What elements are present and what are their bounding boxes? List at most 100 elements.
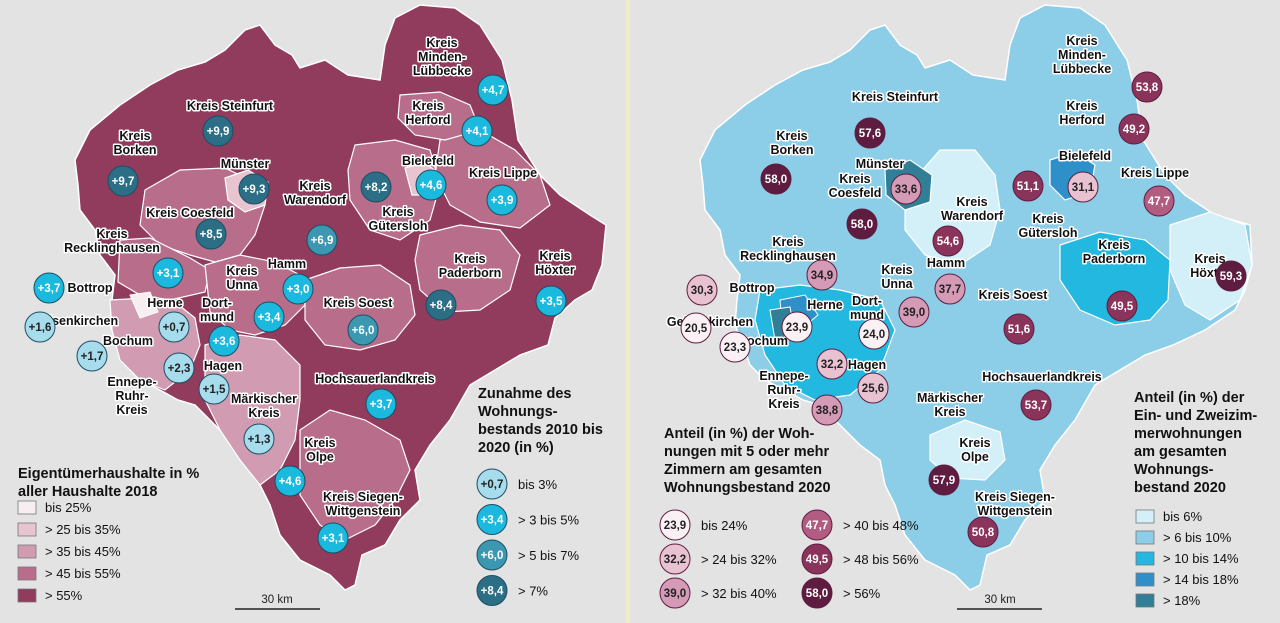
left-legend-swatch <box>17 500 37 515</box>
right-bubble-legend-value: 39,0 <box>664 588 686 600</box>
left-bubble-value: +3,1 <box>322 533 345 545</box>
right-bubble-circle <box>1131 71 1163 103</box>
left-label-kreis-siegen-wittgenstein-line: Kreis Siegen- <box>323 490 403 504</box>
right-bubble-value: 47,7 <box>1148 196 1170 208</box>
right-bubble: 53,8 <box>1131 71 1163 103</box>
right-label-kreis-steinfurt-line: Kreis Steinfurt <box>852 90 939 104</box>
right-label-märkischer-kreis-line: Kreis <box>934 405 965 419</box>
left-label-hochsauerlandkreis: Hochsauerlandkreis <box>315 372 435 386</box>
left-bubble: +3,5 <box>535 285 567 317</box>
right-label-herne-line: Herne <box>807 298 842 312</box>
right-bubble-value: 59,3 <box>1220 271 1242 283</box>
left-bubble: +8,4 <box>425 289 457 321</box>
left-bubble-legend-value: +6,0 <box>481 550 504 562</box>
left-bubble: +3,7 <box>365 388 397 420</box>
left-bubble: +3,0 <box>282 273 314 305</box>
right-region-hoexter <box>1169 211 1253 321</box>
left-label-kreis-recklinghausen-line: Recklinghausen <box>64 241 160 255</box>
left-label-ennepe-ruhr-kreis-line: Ennepe- <box>107 375 156 389</box>
right-label-bielefeld-line: Bielefeld <box>1059 149 1111 163</box>
left-label-kreis-steinfurt: Kreis Steinfurt <box>187 99 274 113</box>
right-bubble-legend-title-line: Wohnungsbestand 2020 <box>664 480 831 496</box>
right-label-kreis-coesfeld-line: Coesfeld <box>829 186 882 200</box>
right-bubble-circle <box>1215 260 1247 292</box>
left-bubble: +1,6 <box>24 311 56 343</box>
left-bubble-value: +3,7 <box>370 399 393 411</box>
left-scale-bar: 30 km <box>235 594 320 610</box>
left-bubble-value: +2,3 <box>168 363 191 375</box>
right-label-hagen-line: Hagen <box>848 358 886 372</box>
left-label-kreis-paderborn-line: Kreis <box>454 252 485 266</box>
left-label-kreis-olpe: Kreis Olpe <box>304 436 335 464</box>
left-bubble-value: +4,1 <box>466 126 489 138</box>
left-label-kreis-olpe-line: Olpe <box>306 450 334 464</box>
left-bubble-value: +4,6 <box>279 476 302 488</box>
right-label-hochsauerlandkreis: Hochsauerlandkreis <box>982 370 1102 384</box>
left-label-kreis-warendorf-line: Kreis <box>299 179 330 193</box>
left-bubble: +8,2 <box>360 171 392 203</box>
right-label-kreis-minden-lübbecke-line: Kreis <box>1066 34 1097 48</box>
left-label-bochum-line: Bochum <box>103 334 153 348</box>
left-bubble-value: +1,5 <box>203 384 226 396</box>
right-bubble-value: 54,6 <box>937 236 959 248</box>
left-bubble: +1,7 <box>76 340 108 372</box>
right-bubble: 51,1 <box>1012 170 1044 202</box>
left-bubble-circle <box>425 289 457 321</box>
left-bubble: +3,6 <box>208 325 240 357</box>
left-label-kreis-minden-lübbecke: Kreis Minden-Lübbecke <box>413 36 471 78</box>
left-bubble: +4,7 <box>477 74 509 106</box>
right-label-kreis-herford-line: Herford <box>1059 113 1104 127</box>
left-bubble-circle <box>317 522 349 554</box>
left-label-kreis-gütersloh-line: Gütersloh <box>368 219 427 233</box>
right-label-kreis-unna-line: Unna <box>881 277 913 291</box>
right-legend-swatch <box>1135 551 1155 566</box>
right-legend-title-line: bestand 2020 <box>1134 480 1226 496</box>
right-bubble-circle <box>1067 171 1099 203</box>
right-bubble-legend-label: > 32 bis 40% <box>701 586 777 601</box>
right-label-kreis-siegen-wittgenstein-line: Kreis Siegen- <box>975 490 1055 504</box>
left-bubble-circle <box>198 373 230 405</box>
left-legend-swatch <box>17 544 37 559</box>
right-label-kreis-steinfurt: Kreis Steinfurt <box>852 90 939 104</box>
right-bubble: 58,0 <box>846 208 878 240</box>
left-bubble-legend-label: bis 3% <box>518 477 557 492</box>
right-bubble: 57,9 <box>928 464 960 496</box>
left-label-kreis-lippe-line: Kreis Lippe <box>469 166 537 180</box>
left-bubble-circle <box>306 224 338 256</box>
left-legend-title-line: aller Haushalte 2018 <box>18 484 157 500</box>
left-label-bielefeld-line: Bielefeld <box>402 154 454 168</box>
right-bubble-legend-circle <box>801 543 833 575</box>
right-nrw-outline-fill <box>699 4 1253 591</box>
left-bubble-value: +6,9 <box>311 235 334 247</box>
right-label-kreis-lippe-line: Kreis Lippe <box>1121 166 1189 180</box>
left-bubble-circle <box>360 171 392 203</box>
left-bubble: +9,3 <box>238 173 270 205</box>
right-label-kreis-höxter-line: Kreis <box>1194 252 1225 266</box>
left-bubble-value: +4,6 <box>420 180 443 192</box>
left-legend-label: bis 25% <box>45 500 92 515</box>
left-bubble: +3,9 <box>486 184 518 216</box>
right-bubble-circle <box>811 394 843 426</box>
right-label-kreis-warendorf-line: Warendorf <box>941 209 1004 223</box>
right-bubble-circle <box>890 173 922 205</box>
left-label-bielefeld: Bielefeld <box>402 154 454 168</box>
right-bubble-value: 24,0 <box>863 329 885 341</box>
right-bubble: 25,6 <box>857 372 889 404</box>
right-bubble-circle <box>680 312 712 344</box>
left-bubble-value: +3,4 <box>258 312 281 324</box>
right-bubble-circle <box>1003 313 1035 345</box>
right-legend-label: bis 6% <box>1163 509 1202 524</box>
left-label-bottrop: Bottrop <box>67 281 112 295</box>
left-bubble-value: +3,5 <box>540 296 563 308</box>
left-bubble-circle <box>76 340 108 372</box>
left-label-kreis-unna-line: Kreis <box>226 264 257 278</box>
left-label-ennepe-ruhr-kreis: Ennepe-Ruhr-Kreis <box>107 375 156 417</box>
left-label-kreis-herford-line: Herford <box>405 113 450 127</box>
right-bubble-legend-value: 47,7 <box>806 520 828 532</box>
left-bubble: +4,1 <box>461 115 493 147</box>
right-bubble-circle <box>928 464 960 496</box>
left-label-kreis-borken-line: Borken <box>113 143 156 157</box>
left-bubble-legend-title-line: Wohnungs- <box>478 404 558 420</box>
left-bubble-legend-circle <box>476 539 508 571</box>
